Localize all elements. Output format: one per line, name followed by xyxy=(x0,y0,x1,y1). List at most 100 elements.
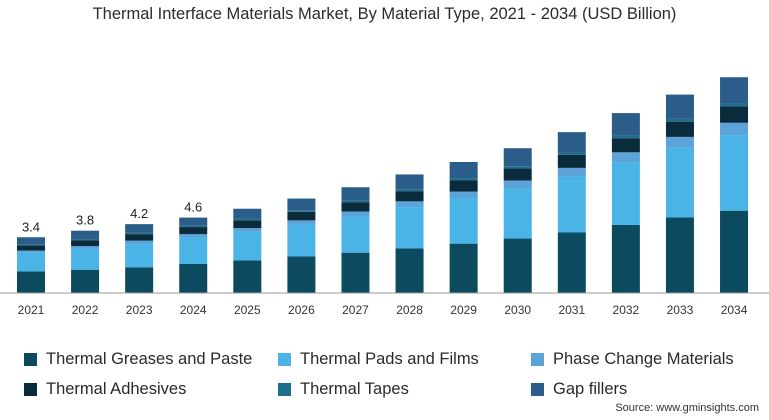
bar-2031-series-2 xyxy=(557,167,586,177)
bar-2031-series-5 xyxy=(557,132,586,153)
legend-swatch xyxy=(278,353,291,366)
legend-swatch xyxy=(531,383,544,396)
bar-2034-series-0 xyxy=(720,210,749,293)
total-label: 4.6 xyxy=(184,200,202,215)
bar-2028-series-5 xyxy=(395,174,424,190)
x-tick-label: 2025 xyxy=(234,303,261,317)
bar-2029-series-3 xyxy=(449,180,478,192)
x-tick-label: 2029 xyxy=(450,303,477,317)
bar-2031-series-4 xyxy=(557,152,586,155)
bar-2021-series-2 xyxy=(17,250,45,253)
total-label: 4.2 xyxy=(130,206,148,221)
bar-2024-series-4 xyxy=(179,225,208,228)
bar-2021-series-0 xyxy=(17,271,45,293)
bar-2028-series-2 xyxy=(395,201,424,208)
bar-2025-series-3 xyxy=(233,220,262,229)
bar-2033-series-5 xyxy=(665,94,694,119)
legend-item: Thermal Adhesives xyxy=(24,380,186,399)
bar-2029-series-5 xyxy=(449,161,478,179)
x-tick-label: 2031 xyxy=(558,303,585,317)
bar-2022-series-1 xyxy=(71,248,100,270)
bar-2026-series-5 xyxy=(287,198,316,211)
bar-2033-series-3 xyxy=(665,121,694,137)
legend-item: Thermal Tapes xyxy=(278,380,409,399)
bar-2029-series-2 xyxy=(449,191,478,199)
x-tick-label: 2022 xyxy=(72,303,99,317)
bar-2026-series-0 xyxy=(287,256,316,293)
bar-2030-series-1 xyxy=(503,188,532,239)
bar-2032-series-5 xyxy=(611,113,640,136)
bar-2032-series-3 xyxy=(611,138,640,153)
bar-2022-series-5 xyxy=(71,230,100,240)
x-tick-label: 2028 xyxy=(396,303,423,317)
bar-2032-series-4 xyxy=(611,135,640,139)
legend-label: Phase Change Materials xyxy=(553,350,734,368)
bar-2031-series-1 xyxy=(557,176,586,233)
bar-2022-series-4 xyxy=(71,239,100,241)
bar-2028-series-3 xyxy=(395,191,424,202)
bar-2025-series-0 xyxy=(233,260,262,293)
bar-2030-series-2 xyxy=(503,180,532,189)
x-tick-label: 2032 xyxy=(613,303,640,317)
legend-label: Thermal Tapes xyxy=(300,380,409,398)
bar-2024-series-0 xyxy=(179,263,208,293)
bar-2022-series-0 xyxy=(71,269,100,293)
x-tick-label: 2030 xyxy=(504,303,531,317)
total-label: 3.4 xyxy=(22,219,40,234)
bar-2033-series-2 xyxy=(665,136,694,148)
bar-2034-series-4 xyxy=(720,103,749,107)
bar-2021-series-1 xyxy=(17,252,45,272)
bar-2024-series-2 xyxy=(179,234,208,238)
bar-2022-series-3 xyxy=(71,240,100,247)
bar-2021-series-4 xyxy=(17,244,45,246)
bar-2030-series-0 xyxy=(503,238,532,293)
legend-swatch xyxy=(531,353,544,366)
bar-2021-series-5 xyxy=(17,237,45,245)
bar-2022-series-2 xyxy=(71,246,100,249)
bar-2031-series-3 xyxy=(557,154,586,168)
bar-2034-series-3 xyxy=(720,106,749,123)
bar-2024-series-1 xyxy=(179,237,208,264)
bar-2032-series-1 xyxy=(611,162,640,225)
bar-2034-series-5 xyxy=(720,77,749,104)
total-labels: 3.4 3.8 4.2 4.6 xyxy=(22,200,202,235)
source-note: Source: www.gminsights.com xyxy=(615,402,759,414)
bar-2027-series-2 xyxy=(341,211,370,217)
bar-2026-series-3 xyxy=(287,211,316,221)
bar-2023-series-3 xyxy=(125,234,154,241)
bar-2030-series-5 xyxy=(503,148,532,167)
bar-2026-series-1 xyxy=(287,224,316,257)
bar-2021-series-3 xyxy=(17,245,45,251)
bar-2034-series-1 xyxy=(720,135,749,211)
legend-label: Thermal Adhesives xyxy=(46,380,187,398)
legend-item: Phase Change Materials xyxy=(531,350,734,369)
legend-item: Thermal Pads and Films xyxy=(278,350,479,369)
chart-title: Thermal Interface Materials Market, By M… xyxy=(92,5,677,23)
bar-2027-series-4 xyxy=(341,200,370,203)
bar-2025-series-5 xyxy=(233,208,262,219)
bar-2023-series-1 xyxy=(125,243,154,268)
bar-2032-series-2 xyxy=(611,152,640,163)
bar-2023-series-0 xyxy=(125,267,154,293)
bar-2031-series-0 xyxy=(557,232,586,293)
legend-item: Thermal Greases and Paste xyxy=(24,350,252,369)
bar-2024-series-5 xyxy=(179,217,208,226)
x-tick-label: 2033 xyxy=(667,303,694,317)
bar-2033-series-1 xyxy=(665,147,694,218)
bar-2030-series-3 xyxy=(503,168,532,181)
bar-2026-series-4 xyxy=(287,210,316,212)
stacked-bar-chart: 2021 2022 2023 2024 2025 2026 2027 2028 2029 2030… xyxy=(0,77,769,317)
bar-2026-series-2 xyxy=(287,220,316,225)
bar-2033-series-0 xyxy=(665,217,694,293)
bars-group xyxy=(17,77,749,293)
legend-label: Gap fillers xyxy=(553,380,628,398)
legend-swatch xyxy=(24,353,37,366)
bar-2028-series-4 xyxy=(395,189,424,192)
bar-2034-series-2 xyxy=(720,122,749,136)
bar-2023-series-5 xyxy=(125,224,154,233)
legend-swatch xyxy=(24,383,37,396)
bar-2029-series-1 xyxy=(449,198,478,244)
bar-2029-series-0 xyxy=(449,243,478,293)
legend: Thermal Greases and Paste Thermal Pads an… xyxy=(0,340,769,400)
bar-2027-series-3 xyxy=(341,202,370,212)
